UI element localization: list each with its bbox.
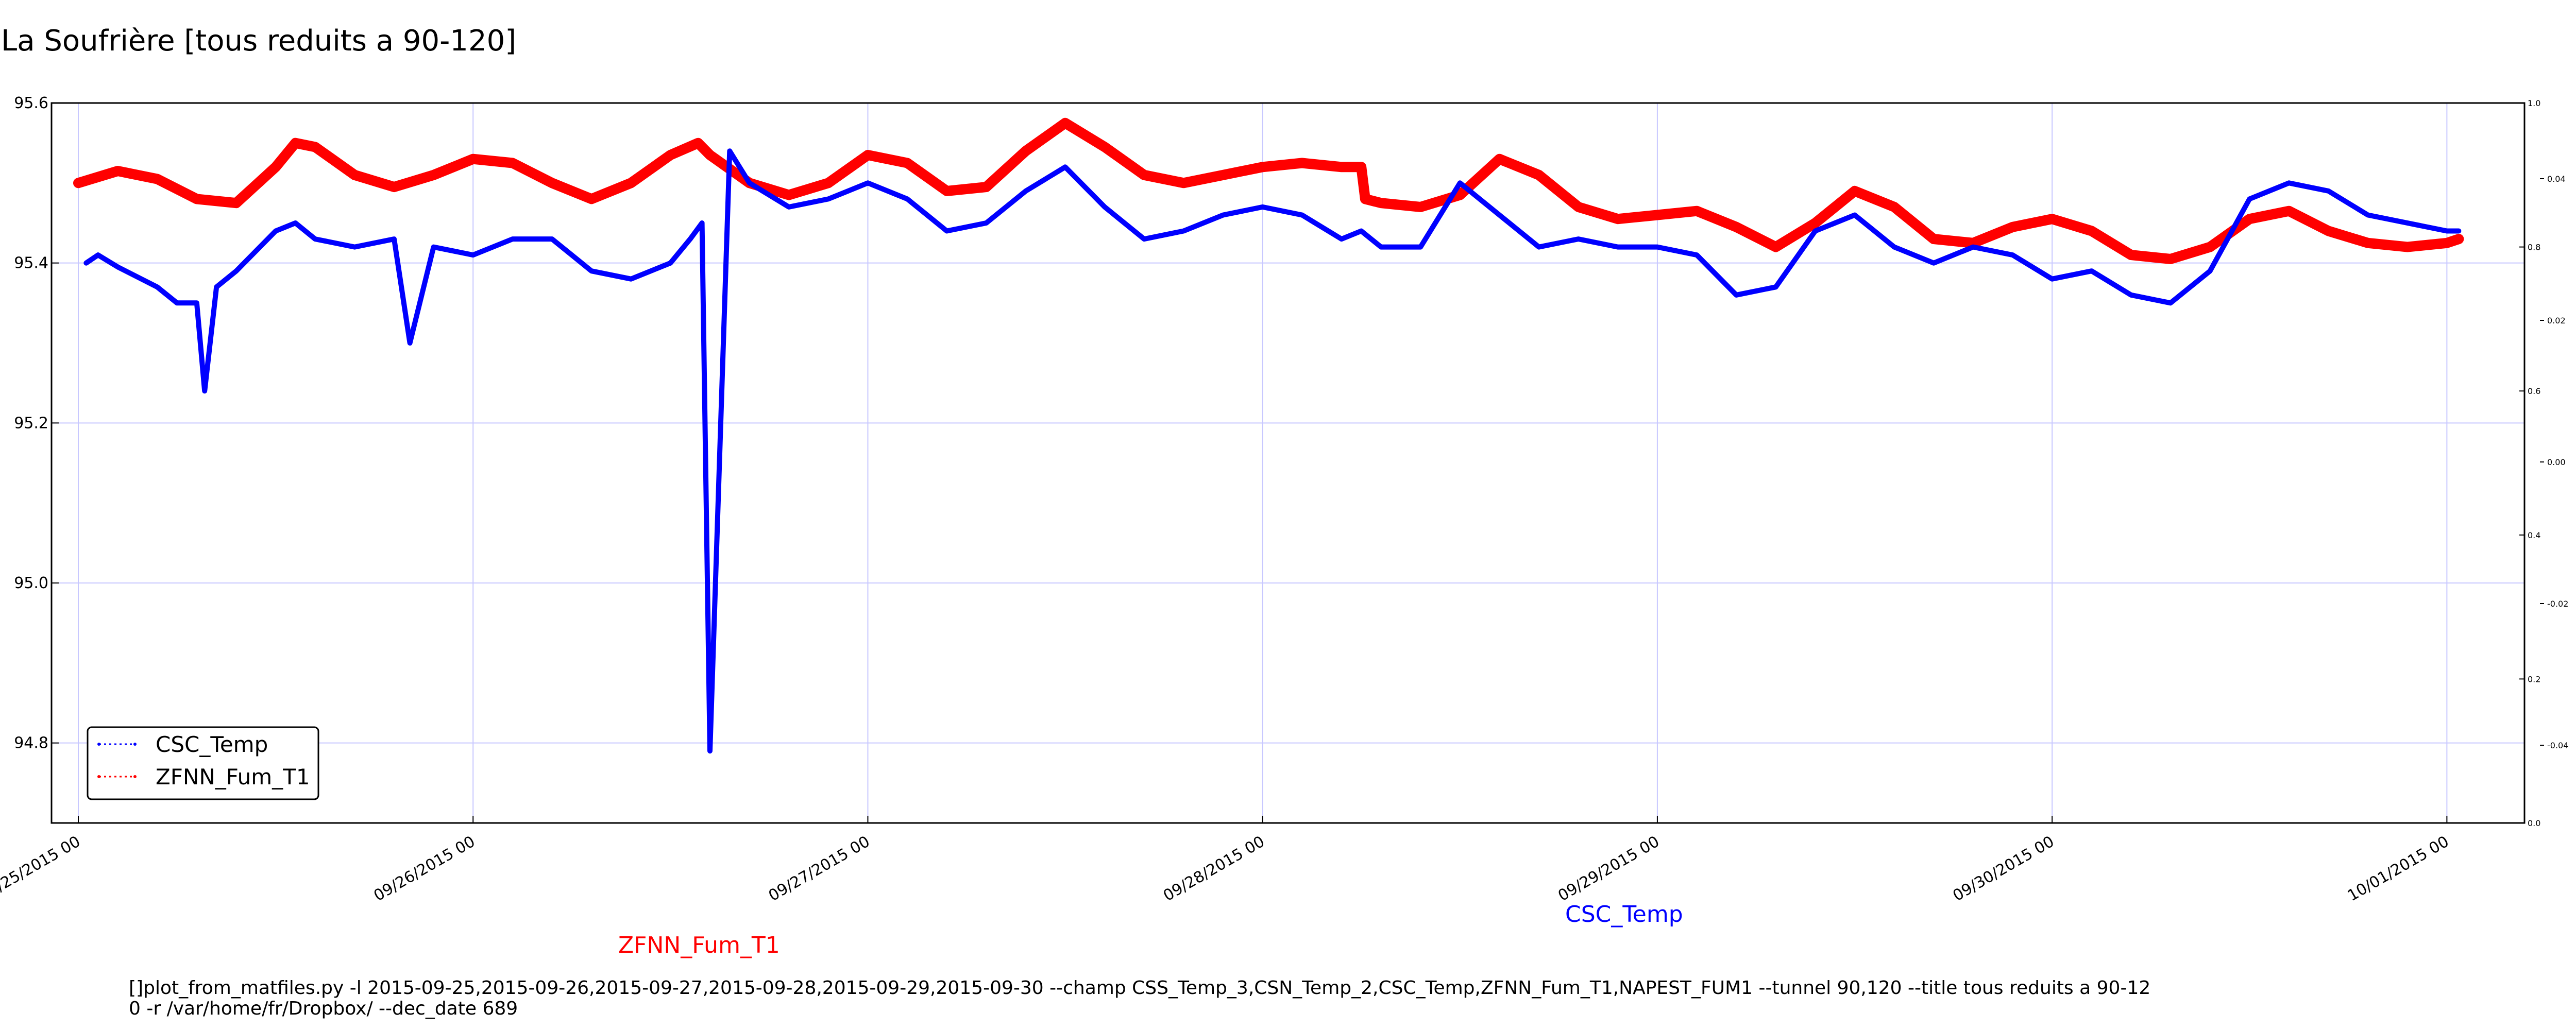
right-outer-tick-label: 0.4 [2528,530,2540,540]
x-tick-label: 09/25/2015 00 [0,833,83,905]
y-tick-label: 95.2 [14,414,48,432]
x-tick-label: 09/27/2015 00 [766,833,873,905]
right-inner-tick-label: 0.02 [2547,316,2566,325]
chart-title: La Soufrière [tous reduits a 90-120] [1,24,516,58]
right-outer-tick-label: 0.8 [2528,243,2540,252]
x-tick-label: 09/30/2015 00 [1950,833,2058,905]
y-tick-label: 95.6 [14,94,48,112]
right-inner-tick-label: -0.04 [2547,741,2568,750]
y-axis: 95.6 95.4 95.2 95.0 94.8 [14,94,59,752]
series-label-csc-temp: CSC_Temp [1565,901,1683,928]
x-tick-label: 09/26/2015 00 [371,833,479,905]
legend-label-csc-temp: CSC_Temp [156,732,268,757]
x-axis: 09/25/2015 00 09/26/2015 00 09/27/2015 00 0… [0,816,2452,905]
x-tick-label: 09/28/2015 00 [1160,833,1268,905]
x-tick-label: 10/01/2015 00 [2345,833,2452,905]
command-line-2: 0 -r /var/home/fr/Dropbox/ --dec_date 68… [129,998,518,1019]
series-label-zfnn-fum-t1: ZFNN_Fum_T1 [618,932,780,958]
y-tick-label: 95.0 [14,574,48,592]
right-outer-tick-label: 0.6 [2528,386,2540,396]
legend-marker-zfnn-b [133,775,137,778]
right-outer-tick-label: 1.0 [2528,98,2540,108]
legend-marker-csc-temp-b [133,743,137,746]
legend-label-zfnn-fum-t1: ZFNN_Fum_T1 [156,764,310,789]
right-outer-tick-label: 0.2 [2528,674,2540,684]
command-line-1: []plot_from_matfiles.py -l 2015-09-25,20… [129,977,2150,999]
series-layer [73,117,2464,754]
right-axis: 1.0 0.8 0.6 0.4 0.2 0.0 0.04 0.02 0.00 -0.02 -0.04 [2519,98,2568,828]
legend-marker-zfnn-a [97,775,100,778]
right-inner-tick-label: -0.02 [2547,599,2568,609]
legend-marker-csc-temp-a [97,743,100,746]
y-tick-label: 94.8 [14,734,48,752]
legend-box [87,726,319,800]
y-tick-label: 95.4 [14,254,48,272]
right-outer-tick-label: 0.0 [2528,818,2540,828]
series-line-zfnn-fum-t1 [73,117,2464,264]
plot-frame [50,102,2526,824]
right-inner-tick-label: 0.00 [2547,457,2566,467]
legend: CSC_Temp ZFNN_Fum_T1 [87,726,319,800]
series-line-csc-temp [83,148,2462,754]
x-tick-label: 09/29/2015 00 [1555,833,1663,905]
right-inner-tick-label: 0.04 [2547,174,2566,184]
